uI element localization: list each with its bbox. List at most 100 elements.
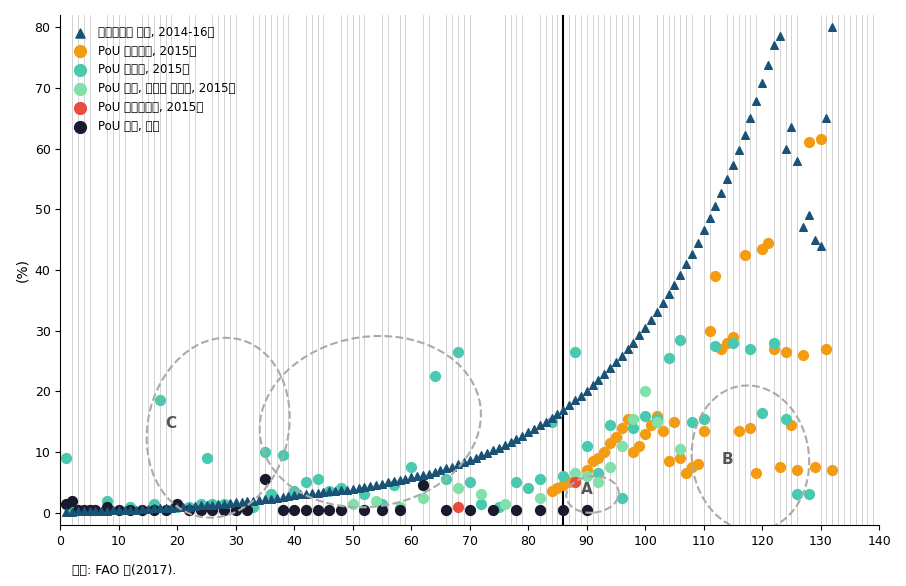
PoU 아시아, 2015년 [100, 496, 114, 505]
PoU 아프리카, 2015년 [714, 344, 728, 353]
식량불안정 수준, 2014-16년 [64, 507, 79, 517]
PoU 오세아니아, 2015년 [451, 502, 466, 512]
PoU 아프리카, 2015년 [638, 429, 652, 438]
PoU 남미, 카리브 연안국, 2015년 [568, 469, 583, 478]
PoU 남미, 카리브 연안국, 2015년 [369, 496, 383, 505]
PoU 아시아, 2015년 [509, 478, 524, 487]
PoU 아시아, 2015년 [64, 505, 79, 515]
PoU 북미, 유럽 [416, 481, 430, 490]
식량불안정 수준, 2014-16년 [223, 498, 237, 507]
식량불안정 수준, 2014-16년 [533, 421, 547, 430]
식량불안정 수준, 2014-16년 [71, 507, 85, 516]
식량불안정 수준, 2014-16년 [170, 503, 185, 512]
PoU 남미, 카리브 연안국, 2015년 [626, 414, 641, 423]
PoU 아시아, 2015년 [451, 347, 466, 356]
식량불안정 수준, 2014-16년 [814, 241, 828, 250]
PoU 아시아, 2015년 [673, 335, 688, 345]
PoU 아시아, 2015년 [521, 483, 535, 493]
PoU 아프리카, 2015년 [545, 487, 559, 496]
식량불안정 수준, 2014-16년 [82, 506, 97, 516]
PoU 북미, 유럽 [88, 505, 102, 515]
식량불안정 수준, 2014-16년 [118, 505, 132, 515]
PoU 아시아, 2015년 [182, 502, 197, 512]
식량불안정 수준, 2014-16년 [673, 270, 688, 280]
식량불안정 수준, 2014-16년 [638, 323, 652, 333]
식량불안정 수준, 2014-16년 [451, 459, 466, 469]
PoU 아프리카, 2015년 [749, 469, 764, 478]
PoU 남미, 카리브 연안국, 2015년 [650, 417, 664, 427]
식량불안정 수준, 2014-16년 [322, 487, 336, 496]
식량불안정 수준, 2014-16년 [526, 424, 541, 434]
PoU 아시아, 2015년 [257, 447, 272, 456]
식량불안정 수준, 2014-16년 [159, 503, 173, 513]
식량불안정 수준, 2014-16년 [293, 490, 307, 499]
식량불안정 수준, 2014-16년 [140, 505, 155, 514]
PoU 아시아, 2015년 [614, 493, 629, 502]
식량불안정 수준, 2014-16년 [538, 417, 553, 427]
PoU 아시아, 2015년 [661, 353, 676, 363]
PoU 아시아, 2015년 [333, 483, 348, 493]
식량불안정 수준, 2014-16년 [193, 500, 207, 510]
식량불안정 수준, 2014-16년 [737, 130, 752, 139]
Y-axis label: (%): (%) [15, 258, 29, 282]
PoU 북미, 유럽 [123, 505, 138, 515]
식량불안정 수준, 2014-16년 [445, 462, 459, 471]
PoU 아시아, 2015년 [568, 347, 583, 356]
PoU 북미, 유럽 [509, 505, 524, 515]
PoU 북미, 유럽 [533, 505, 547, 515]
식량불안정 수준, 2014-16년 [621, 345, 635, 354]
PoU 북미, 유럽 [486, 505, 500, 515]
PoU 아시아, 2015년 [533, 475, 547, 484]
PoU 북미, 유럽 [392, 505, 407, 515]
식량불안정 수준, 2014-16년 [357, 482, 371, 492]
PoU 북미, 유럽 [147, 505, 161, 515]
식량불안정 수준, 2014-16년 [550, 410, 564, 419]
식량불안정 수준, 2014-16년 [795, 223, 810, 232]
식량불안정 수준, 2014-16년 [573, 391, 588, 400]
PoU 아프리카, 2015년 [602, 438, 617, 448]
PoU 아프리카, 2015년 [761, 238, 776, 247]
식량불안정 수준, 2014-16년 [462, 455, 477, 465]
PoU 북미, 유럽 [170, 499, 185, 508]
PoU 아시아, 2015년 [492, 502, 506, 512]
식량불안정 수준, 2014-16년 [264, 494, 278, 503]
PoU 아프리카, 2015년 [667, 417, 681, 427]
PoU 남미, 카리브 연안국, 2015년 [580, 472, 594, 481]
식량불안정 수준, 2014-16년 [492, 443, 506, 452]
PoU 아프리카, 2015년 [597, 447, 612, 456]
식량불안정 수준, 2014-16년 [345, 485, 360, 494]
PoU 아시아, 2015년 [416, 481, 430, 490]
식량불안정 수준, 2014-16년 [275, 492, 290, 502]
식량불안정 수준, 2014-16년 [363, 481, 378, 490]
PoU 아시아, 2015년 [778, 414, 793, 423]
식량불안정 수준, 2014-16년 [474, 451, 488, 460]
식량불안정 수준, 2014-16년 [211, 499, 226, 509]
PoU 아프리카, 2015년 [766, 344, 781, 353]
PoU 아프리카, 2015년 [790, 465, 805, 475]
PoU 아프리카, 2015년 [655, 426, 670, 435]
PoU 아시아, 2015년 [404, 462, 419, 472]
식량불안정 수준, 2014-16년 [269, 493, 284, 503]
Text: 자료: FAO 등(2017).: 자료: FAO 등(2017). [72, 564, 177, 577]
PoU 아시아, 2015년 [199, 454, 214, 463]
PoU 아시아, 2015년 [71, 505, 85, 515]
식량불안정 수준, 2014-16년 [626, 338, 641, 347]
식량불안정 수준, 2014-16년 [761, 60, 776, 70]
PoU 아프리카, 2015년 [650, 411, 664, 420]
Legend: 식량불안정 수준, 2014-16년, PoU 아프리카, 2015년, PoU 아시아, 2015년, PoU 남미, 카리브 연안국, 2015년, PoU: 식량불안정 수준, 2014-16년, PoU 아프리카, 2015년, PoU… [66, 21, 240, 138]
PoU 아시아, 2015년 [59, 454, 73, 463]
식량불안정 수준, 2014-16년 [597, 370, 612, 379]
식량불안정 수준, 2014-16년 [240, 496, 255, 506]
PoU 남미, 카리브 연안국, 2015년 [392, 502, 407, 512]
PoU 아시아, 2015년 [264, 490, 278, 499]
식량불안정 수준, 2014-16년 [304, 489, 319, 498]
PoU 북미, 유럽 [257, 475, 272, 484]
식량불안정 수준, 2014-16년 [807, 235, 822, 244]
식량불안정 수준, 2014-16년 [580, 386, 594, 396]
PoU 남미, 카리브 연안국, 2015년 [474, 490, 488, 499]
식량불안정 수준, 2014-16년 [731, 145, 746, 155]
식량불안정 수준, 2014-16년 [609, 357, 623, 367]
식량불안정 수준, 2014-16년 [398, 474, 412, 483]
PoU 남미, 카리브 연안국, 2015년 [451, 483, 466, 493]
식량불안정 수준, 2014-16년 [311, 488, 325, 498]
